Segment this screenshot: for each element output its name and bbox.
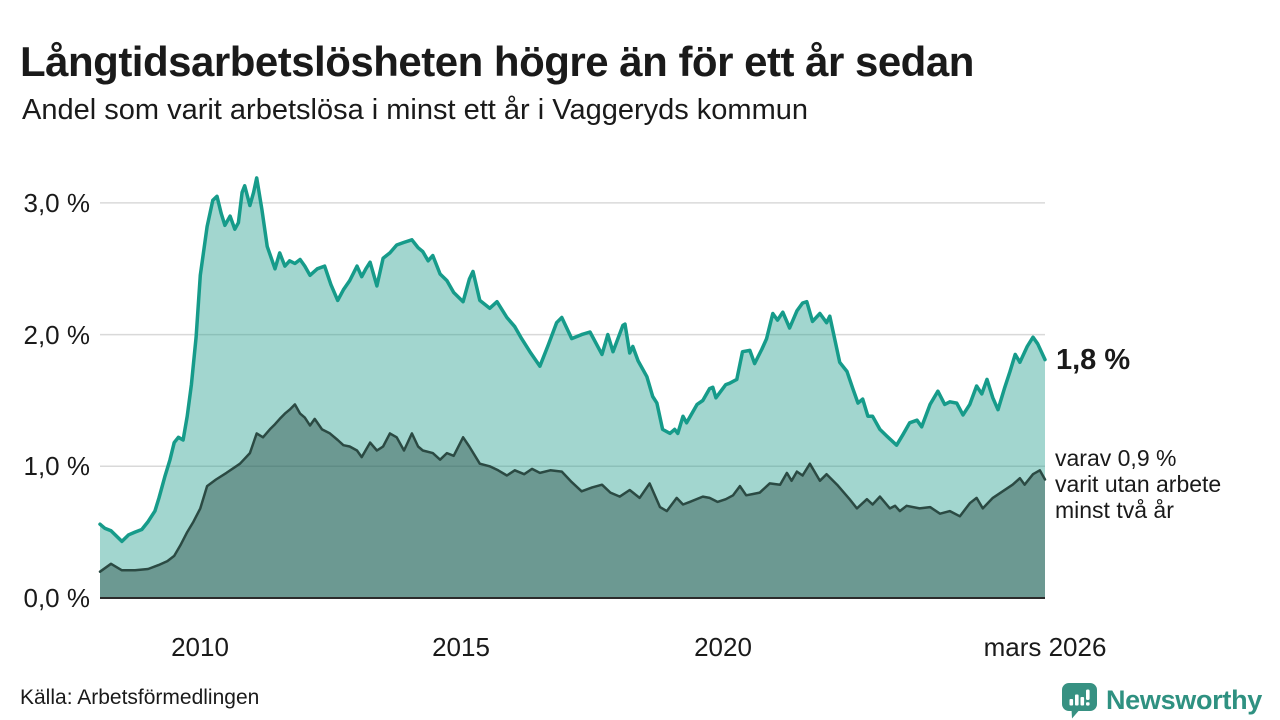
newsworthy-logo: Newsworthy (1061, 682, 1262, 719)
chart-subtitle: Andel som varit arbetslösa i minst ett å… (22, 94, 809, 126)
secondary-annotation-line: varav 0,9 % (1055, 445, 1177, 471)
unemployed-min-two-years-line (98, 403, 1047, 573)
page-title: Långtidsarbetslösheten högre än för ett … (20, 38, 974, 86)
y-axis-tick-label: 0,0 % (23, 583, 91, 613)
x-axis-tick-label: 2015 (432, 632, 490, 662)
secondary-annotation: varav 0,9 % varit utan arbete minst två år (1055, 445, 1221, 523)
y-axis-tick-label: 1,0 % (23, 451, 91, 481)
secondary-annotation-line: varit utan arbete (1055, 471, 1222, 497)
y-axis-tick-label: 2,0 % (23, 320, 91, 350)
y-axis-tick-label: 3,0 % (23, 188, 91, 218)
x-axis-tick-label: 2010 (171, 632, 229, 662)
newsworthy-wordmark: Newsworthy (1105, 685, 1262, 715)
unemployed-min-one-year-area (100, 177, 1045, 598)
source-note: Källa: Arbetsförmedlingen (20, 686, 260, 709)
x-axis-tick-label: 2020 (694, 632, 752, 662)
unemployed-min-one-year-line (98, 176, 1047, 544)
secondary-annotation-line: minst två år (1055, 497, 1174, 523)
newsworthy-icon (1061, 683, 1097, 719)
unemployed-min-two-years-area (100, 404, 1045, 598)
end-value-label: 1,8 % (1056, 344, 1131, 376)
x-axis-tick-label: mars 2026 (983, 632, 1107, 662)
